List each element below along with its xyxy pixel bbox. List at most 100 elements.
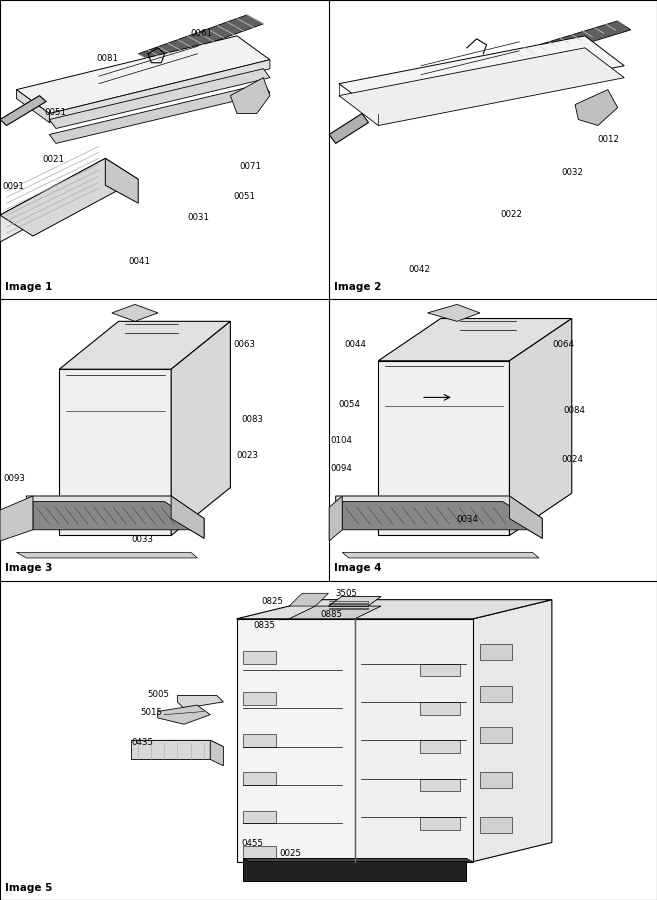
Text: 0033: 0033 bbox=[131, 536, 153, 544]
Text: 0885: 0885 bbox=[321, 610, 342, 619]
Polygon shape bbox=[420, 817, 460, 830]
Polygon shape bbox=[378, 319, 572, 361]
Polygon shape bbox=[480, 772, 512, 788]
Polygon shape bbox=[289, 606, 381, 619]
Polygon shape bbox=[480, 644, 512, 661]
Text: 0104: 0104 bbox=[330, 436, 352, 445]
Text: 0021: 0021 bbox=[43, 155, 64, 164]
Text: Image 2: Image 2 bbox=[334, 282, 382, 292]
Text: Image 3: Image 3 bbox=[5, 563, 52, 573]
Text: 0025: 0025 bbox=[279, 849, 301, 858]
Text: Image 4: Image 4 bbox=[334, 563, 382, 573]
Text: 0435: 0435 bbox=[131, 738, 153, 747]
Polygon shape bbox=[480, 817, 512, 833]
Polygon shape bbox=[328, 597, 381, 606]
Polygon shape bbox=[171, 321, 231, 536]
Polygon shape bbox=[342, 553, 539, 558]
Polygon shape bbox=[0, 158, 138, 236]
Polygon shape bbox=[171, 496, 204, 538]
Polygon shape bbox=[355, 619, 473, 861]
Polygon shape bbox=[0, 496, 33, 541]
Text: 0064: 0064 bbox=[552, 340, 574, 349]
Polygon shape bbox=[336, 496, 542, 538]
Text: Image 1: Image 1 bbox=[5, 282, 52, 292]
Polygon shape bbox=[575, 90, 618, 125]
Polygon shape bbox=[49, 68, 270, 129]
Polygon shape bbox=[420, 702, 460, 715]
Text: 0071: 0071 bbox=[240, 162, 261, 171]
Polygon shape bbox=[138, 15, 263, 63]
Text: Image 5: Image 5 bbox=[5, 883, 52, 893]
Polygon shape bbox=[329, 496, 342, 541]
Polygon shape bbox=[243, 811, 276, 824]
Text: 0051: 0051 bbox=[233, 192, 255, 201]
Polygon shape bbox=[420, 778, 460, 791]
Text: 0081: 0081 bbox=[97, 54, 118, 63]
Text: 0054: 0054 bbox=[338, 400, 360, 409]
Polygon shape bbox=[480, 727, 512, 743]
Polygon shape bbox=[243, 859, 473, 861]
Polygon shape bbox=[243, 859, 466, 881]
Text: 0835: 0835 bbox=[253, 621, 275, 630]
Text: 0012: 0012 bbox=[598, 135, 620, 144]
Polygon shape bbox=[329, 113, 369, 143]
Polygon shape bbox=[342, 501, 529, 530]
Polygon shape bbox=[509, 319, 572, 536]
Polygon shape bbox=[339, 36, 624, 113]
Polygon shape bbox=[49, 84, 270, 143]
Text: 0825: 0825 bbox=[261, 597, 283, 606]
Polygon shape bbox=[243, 734, 276, 747]
Text: 0031: 0031 bbox=[187, 213, 209, 222]
Polygon shape bbox=[59, 321, 231, 369]
Text: 0034: 0034 bbox=[457, 515, 478, 524]
Text: 0094: 0094 bbox=[330, 464, 352, 473]
Polygon shape bbox=[49, 59, 270, 122]
Polygon shape bbox=[473, 599, 552, 861]
Polygon shape bbox=[509, 21, 631, 63]
Polygon shape bbox=[131, 740, 210, 760]
Polygon shape bbox=[59, 369, 171, 536]
Text: 0063: 0063 bbox=[233, 340, 255, 349]
Polygon shape bbox=[16, 553, 198, 558]
Text: 0023: 0023 bbox=[237, 451, 258, 460]
Polygon shape bbox=[420, 663, 460, 677]
Text: 5015: 5015 bbox=[140, 708, 162, 717]
Polygon shape bbox=[112, 304, 158, 321]
Text: 0084: 0084 bbox=[564, 406, 585, 415]
Polygon shape bbox=[177, 696, 223, 708]
Text: 5005: 5005 bbox=[148, 690, 170, 699]
Polygon shape bbox=[26, 496, 204, 538]
Text: 0042: 0042 bbox=[409, 266, 430, 274]
Polygon shape bbox=[0, 95, 46, 125]
Polygon shape bbox=[131, 740, 223, 747]
Polygon shape bbox=[243, 651, 276, 663]
Polygon shape bbox=[378, 361, 509, 536]
Polygon shape bbox=[237, 619, 355, 861]
Text: 0051: 0051 bbox=[45, 108, 66, 117]
Polygon shape bbox=[231, 77, 270, 113]
Text: 0091: 0091 bbox=[2, 182, 24, 191]
Polygon shape bbox=[509, 496, 542, 538]
Polygon shape bbox=[420, 740, 460, 753]
Text: 0061: 0061 bbox=[191, 29, 212, 38]
Text: 0024: 0024 bbox=[562, 454, 583, 464]
Polygon shape bbox=[158, 705, 210, 725]
Polygon shape bbox=[237, 599, 552, 619]
Polygon shape bbox=[210, 740, 223, 766]
Polygon shape bbox=[480, 686, 512, 702]
Text: 0455: 0455 bbox=[241, 839, 263, 848]
Text: 0093: 0093 bbox=[3, 474, 25, 483]
Text: 0041: 0041 bbox=[128, 256, 150, 266]
Text: 3505: 3505 bbox=[335, 590, 357, 598]
Text: 0083: 0083 bbox=[242, 415, 263, 424]
Polygon shape bbox=[16, 90, 49, 122]
Polygon shape bbox=[105, 158, 138, 203]
Polygon shape bbox=[243, 692, 276, 705]
Text: 0032: 0032 bbox=[562, 168, 583, 177]
Polygon shape bbox=[339, 48, 624, 125]
Text: 0044: 0044 bbox=[344, 340, 366, 349]
Polygon shape bbox=[0, 158, 105, 242]
Polygon shape bbox=[33, 501, 191, 530]
Polygon shape bbox=[243, 846, 276, 859]
Polygon shape bbox=[289, 593, 328, 606]
